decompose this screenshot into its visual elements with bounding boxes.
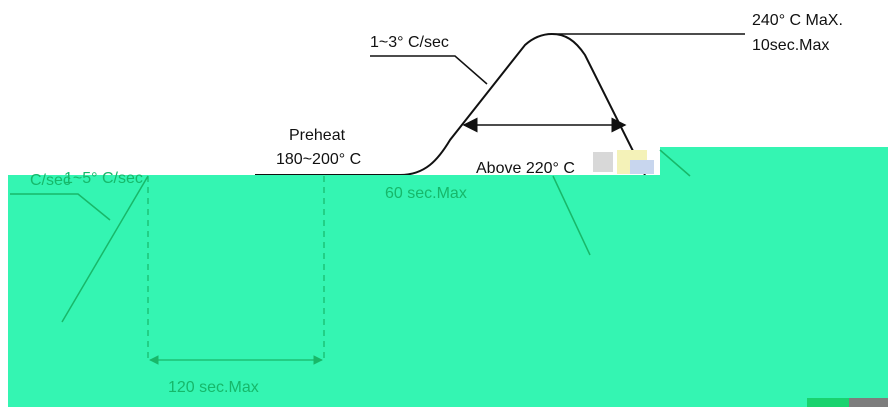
cooling-rate-label: 1~5° C/sec [64, 170, 143, 187]
above-220-leader [552, 175, 591, 256]
ramp-rate-label: 1~3° C/sec [370, 34, 449, 51]
noise-patch-blue [630, 160, 654, 174]
preheat-time-label: 120 sec.Max [168, 379, 259, 396]
corner-block-gray [849, 398, 888, 407]
peak-temp-label: 240° C MaX. [752, 12, 843, 29]
cooling-descent-line [659, 149, 691, 177]
preheat-label: Preheat [289, 127, 346, 144]
temperature-curve [255, 32, 646, 176]
ramp-rate-leader [370, 55, 488, 85]
noise-patch-gray [593, 152, 613, 172]
corner-block-green [807, 398, 849, 407]
overlay-region [8, 147, 888, 407]
cooling-slope-line [61, 175, 149, 323]
cooling-word-label: C/sec [30, 172, 71, 189]
above-220-time-label: 60 sec.Max [385, 185, 467, 202]
peak-time-label: 10sec.Max [752, 37, 829, 54]
above-220-label: Above 220° C [476, 160, 575, 177]
cooling-rate-leader [10, 193, 111, 221]
preheat-range-label: 180~200° C [276, 151, 361, 168]
